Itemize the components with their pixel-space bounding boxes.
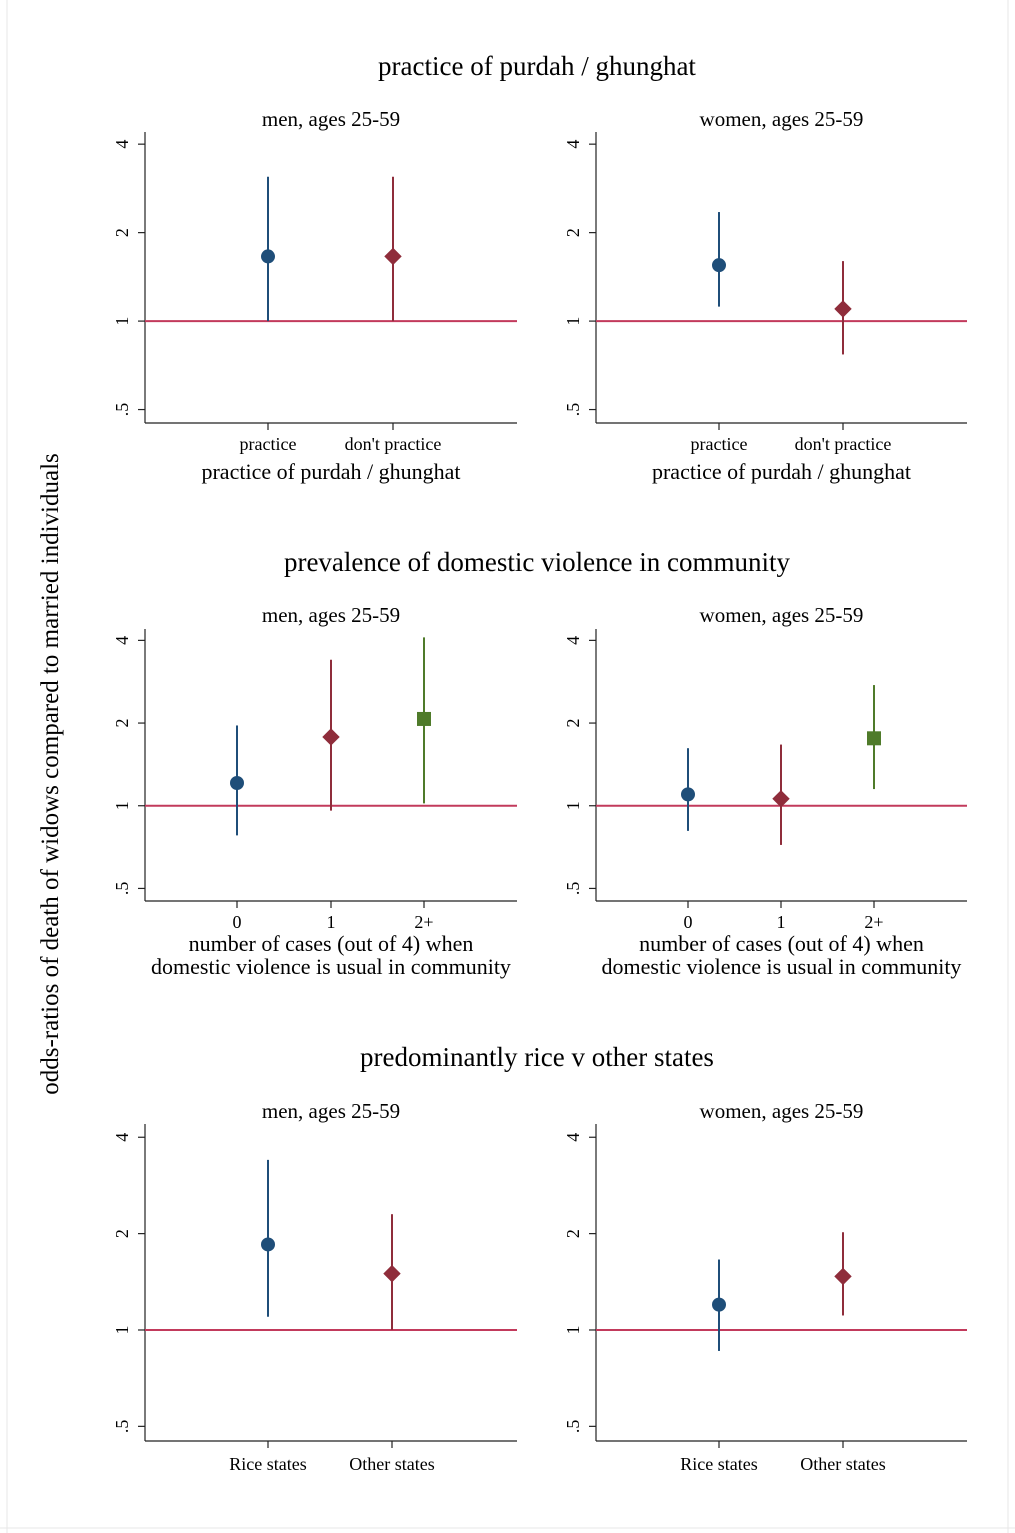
y-tick-label: 4 — [563, 140, 583, 149]
panel-4: women, ages 25-59 .5 1 2 4 0 1 2+number of case… — [563, 603, 967, 979]
x-tick-label-rice-states: Rice states — [229, 1454, 306, 1474]
panel-subtitle: women, ages 25-59 — [700, 603, 864, 627]
panel-3: men, ages 25-59 .5 1 2 4 0 1 2+number of cases … — [112, 603, 517, 979]
panel-subtitle: women, ages 25-59 — [700, 107, 864, 131]
x-tick-label-0: 0 — [684, 912, 693, 932]
y-tick-label: 4 — [563, 1133, 583, 1142]
panel-subtitle: men, ages 25-59 — [262, 107, 400, 131]
panel-subtitle: men, ages 25-59 — [262, 603, 400, 627]
x-tick-label-don-t-practice: don't practice — [795, 434, 892, 454]
x-tick-label-practice: practice — [691, 434, 748, 454]
estimate-point-1 — [772, 790, 790, 808]
x-tick-label-0: 0 — [233, 912, 242, 932]
y-tick-label: .5 — [112, 403, 132, 417]
panel-subtitle: men, ages 25-59 — [262, 1099, 400, 1123]
estimate-point-rice-states — [261, 1237, 275, 1252]
x-axis-label: number of cases (out of 4) when domestic … — [602, 931, 962, 979]
estimate-point-1 — [322, 728, 340, 746]
x-tick-label-1: 1 — [327, 912, 336, 932]
x-tick-label-1: 1 — [777, 912, 786, 932]
estimate-point-don-t-practice — [384, 247, 402, 266]
x-axis-label-line-2: domestic violence is usual in community — [151, 954, 511, 979]
y-tick-label: .5 — [112, 1420, 132, 1434]
y-tick-label: 1 — [112, 317, 132, 326]
y-tick-label: 1 — [563, 1325, 583, 1334]
y-tick-label: 1 — [563, 317, 583, 326]
estimate-point-other-states — [834, 1267, 852, 1286]
y-tick-label: 2 — [563, 1229, 583, 1238]
y-tick-label: .5 — [563, 403, 583, 417]
x-axis-label: number of cases (out of 4) when domestic … — [151, 931, 511, 979]
panel-6: women, ages 25-59 .5 1 2 4 Rice states Other s… — [563, 1099, 967, 1474]
x-tick-label-2-plus: 2+ — [414, 912, 433, 932]
panel-subtitle: women, ages 25-59 — [700, 1099, 864, 1123]
panel-5: men, ages 25-59 .5 1 2 4 Rice states Other sta… — [112, 1099, 517, 1474]
x-tick-label-don-t-practice: don't practice — [345, 434, 442, 454]
y-tick-label: 4 — [112, 1133, 132, 1142]
y-tick-label: 1 — [563, 801, 583, 810]
estimate-point-2-plus — [867, 731, 881, 746]
estimate-point-0 — [230, 776, 244, 791]
estimate-point-practice — [261, 249, 275, 264]
panel-1: men, ages 25-59 .5 1 2 4 practice don't practi… — [112, 107, 517, 484]
estimate-point-0 — [681, 787, 695, 802]
x-tick-label-other-states: Other states — [349, 1454, 434, 1474]
estimate-point-other-states — [383, 1264, 401, 1283]
x-axis-label: practice of purdah / ghunghat — [201, 459, 460, 484]
y-tick-label: .5 — [563, 882, 583, 896]
x-tick-label-rice-states: Rice states — [680, 1454, 757, 1474]
y-axis-label: odds-ratios of death of widows compared … — [37, 453, 64, 1095]
y-tick-label: 4 — [112, 140, 132, 149]
y-tick-label: .5 — [112, 882, 132, 896]
estimate-point-rice-states — [712, 1297, 726, 1312]
x-axis-label-line-1: practice of purdah / ghunghat — [652, 459, 911, 484]
y-tick-label: 1 — [112, 801, 132, 810]
y-tick-label: 2 — [563, 719, 583, 728]
y-tick-label: 1 — [112, 1325, 132, 1334]
y-tick-label: 4 — [112, 636, 132, 645]
y-tick-label: 2 — [112, 1229, 132, 1238]
y-tick-label: 4 — [563, 636, 583, 645]
y-tick-label: .5 — [563, 1420, 583, 1434]
x-axis-label: practice of purdah / ghunghat — [652, 459, 911, 484]
estimate-point-practice — [712, 258, 726, 273]
y-tick-label: 2 — [112, 719, 132, 728]
x-tick-label-2-plus: 2+ — [864, 912, 883, 932]
estimate-point-2-plus — [417, 711, 431, 726]
y-tick-label: 2 — [563, 228, 583, 237]
x-axis-label-line-1: number of cases (out of 4) when — [189, 931, 474, 956]
x-axis-label-line-1: practice of purdah / ghunghat — [201, 459, 460, 484]
x-axis-label-line-2: domestic violence is usual in community — [602, 954, 962, 979]
section-title-domestic-violence: prevalence of domestic violence in commu… — [284, 547, 791, 577]
x-tick-label-other-states: Other states — [800, 1454, 885, 1474]
x-axis-label-line-1: number of cases (out of 4) when — [639, 931, 924, 956]
y-tick-label: 2 — [112, 228, 132, 237]
estimate-point-don-t-practice — [834, 300, 852, 318]
section-title-rice-states: predominantly rice v other states — [360, 1042, 714, 1072]
x-tick-label-practice: practice — [240, 434, 297, 454]
panel-2: women, ages 25-59 .5 1 2 4 practice don't prac… — [563, 107, 967, 484]
chart-panels-layer: men, ages 25-59 .5 1 2 4 practice don't practi… — [112, 107, 967, 1474]
section-title-purdah: practice of purdah / ghunghat — [378, 51, 696, 81]
